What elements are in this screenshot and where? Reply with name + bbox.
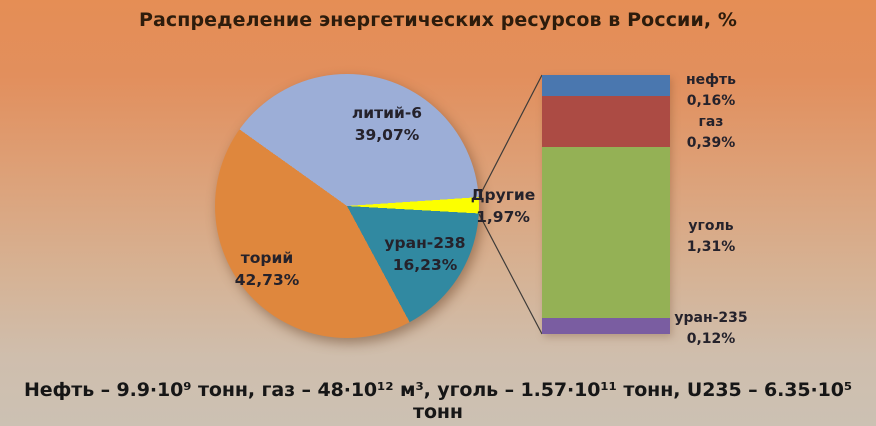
segment-value: 0,39% xyxy=(686,135,736,151)
bar-label-uranium-235: уран-235 0,12% xyxy=(672,308,750,350)
segment-value: 1,31% xyxy=(686,239,736,255)
chart-title: Распределение энергетических ресурсов в … xyxy=(138,9,738,31)
bar-label-gas: газ 0,39% xyxy=(672,112,750,154)
bar-segment-уголь[interactable] xyxy=(542,146,670,319)
pie-label-lithium-6: литий-6 39,07% xyxy=(327,102,447,147)
pie-label-uranium-238: уран-238 16,23% xyxy=(365,232,485,277)
slice-value: 39,07% xyxy=(354,126,420,145)
bar-segment-газ[interactable] xyxy=(542,95,670,147)
slice-name: уран-238 xyxy=(384,234,466,252)
segment-name: газ xyxy=(698,114,724,130)
bar-segment-уран-235[interactable] xyxy=(542,318,670,334)
segment-value: 0,12% xyxy=(686,331,736,347)
segment-name: нефть xyxy=(685,72,737,88)
pie-label-other: Другие 1,97% xyxy=(467,184,539,229)
segment-name: уголь xyxy=(688,218,734,234)
bar-segment-нефть[interactable] xyxy=(542,75,670,96)
pie-label-thorium: торий 42,73% xyxy=(207,247,327,292)
segment-name: уран-235 xyxy=(674,310,748,326)
pie-chart[interactable] xyxy=(215,74,479,338)
slice-name: Другие xyxy=(470,186,536,204)
slice-value: 42,73% xyxy=(234,271,300,290)
slice-value: 1,97% xyxy=(476,208,530,227)
breakdown-stacked-bar[interactable] xyxy=(542,75,670,334)
segment-value: 0,16% xyxy=(686,93,736,109)
slice-name: торий xyxy=(240,249,294,267)
bar-label-coal: уголь 1,31% xyxy=(672,216,750,258)
slice-value: 16,23% xyxy=(392,256,458,275)
footer-note: Нефть – 9.9·10⁹ тонн, газ – 48·10¹² м³, … xyxy=(23,379,853,423)
slice-name: литий-6 xyxy=(351,104,423,122)
bar-label-oil: нефть 0,16% xyxy=(672,70,750,112)
